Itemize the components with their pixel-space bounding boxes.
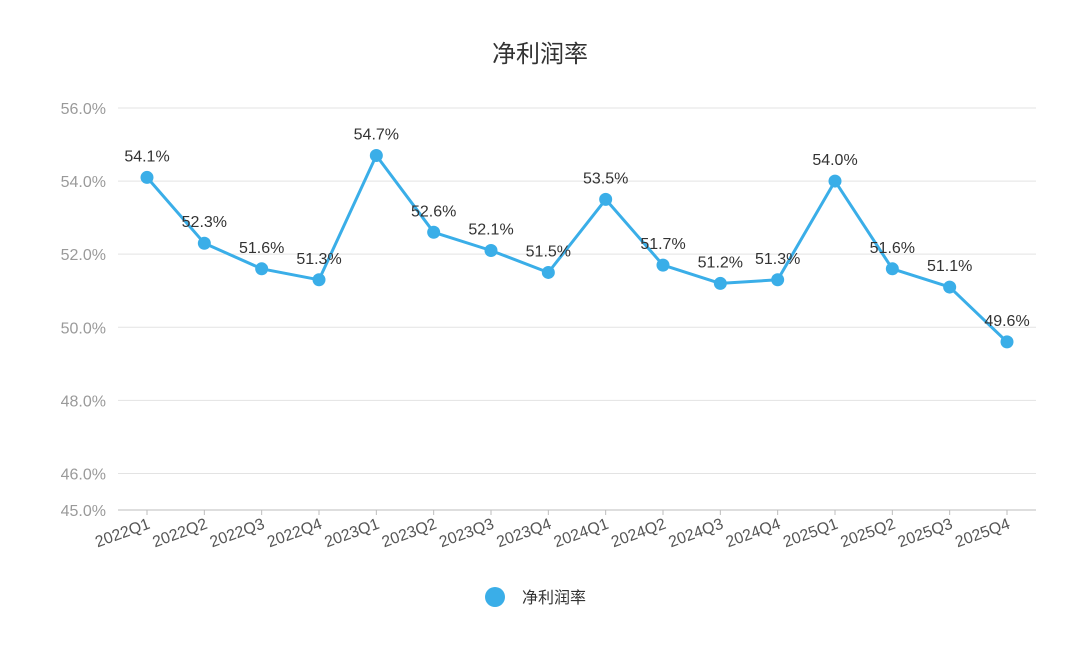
data-point[interactable]	[484, 244, 498, 258]
data-label: 51.5%	[526, 243, 571, 260]
x-tick-label: 2025Q1	[781, 516, 840, 551]
data-point[interactable]	[197, 236, 211, 250]
data-labels: 54.1% 52.3% 51.6% 51.3% 54.7% 52.6% 52.1% 51.5%…	[124, 127, 1029, 330]
x-tick-label: 2024Q4	[724, 516, 783, 551]
x-axis-ticks: 2022Q12022Q22022Q32022Q42023Q12023Q22023…	[93, 510, 1012, 551]
data-label: 54.7%	[354, 127, 399, 144]
data-label: 51.3%	[296, 251, 341, 268]
data-label: 51.2%	[698, 254, 743, 271]
data-label: 54.1%	[124, 148, 169, 165]
x-tick-label: 2025Q3	[896, 516, 955, 551]
data-point[interactable]	[312, 273, 326, 287]
data-label: 54.0%	[812, 152, 857, 169]
x-tick-label: 2024Q2	[609, 516, 668, 551]
x-tick-label: 2022Q4	[265, 516, 324, 551]
data-point[interactable]	[255, 262, 269, 276]
series-净利润率	[140, 149, 1014, 349]
x-tick-label: 2023Q2	[380, 516, 439, 551]
x-tick-label: 2023Q3	[437, 516, 496, 551]
data-label: 52.6%	[411, 203, 456, 220]
x-tick-label: 2023Q4	[494, 516, 553, 551]
x-tick-label: 2022Q3	[208, 516, 267, 551]
data-label: 51.6%	[870, 240, 915, 257]
data-point[interactable]	[599, 192, 613, 206]
data-label: 51.6%	[239, 240, 284, 257]
data-label: 51.1%	[927, 258, 972, 275]
data-label: 52.3%	[182, 214, 227, 231]
y-tick-label: 52.0%	[61, 247, 106, 264]
data-label: 53.5%	[583, 170, 628, 187]
x-tick-label: 2025Q2	[838, 516, 897, 551]
data-point[interactable]	[541, 265, 555, 279]
data-label: 52.1%	[468, 222, 513, 239]
x-tick-label: 2024Q1	[552, 516, 611, 551]
data-point[interactable]	[771, 273, 785, 287]
data-point[interactable]	[885, 262, 899, 276]
chart-title: 净利润率	[492, 40, 588, 68]
data-point[interactable]	[656, 258, 670, 272]
x-tick-label: 2022Q2	[150, 516, 209, 551]
legend[interactable]: 净利润率	[485, 587, 586, 607]
y-tick-label: 48.0%	[61, 393, 106, 410]
y-axis-ticks: 45.0% 46.0% 48.0% 50.0% 52.0% 54.0% 56.0%	[61, 101, 106, 520]
data-point[interactable]	[828, 174, 842, 188]
x-tick-label: 2022Q1	[93, 516, 152, 551]
y-tick-label: 54.0%	[61, 174, 106, 191]
y-tick-label: 45.0%	[61, 503, 106, 520]
data-point[interactable]	[369, 149, 383, 163]
data-point[interactable]	[1000, 335, 1014, 349]
data-label: 49.6%	[984, 313, 1029, 330]
data-point[interactable]	[427, 225, 441, 239]
legend-marker[interactable]	[485, 587, 505, 607]
series-line	[145, 154, 1009, 343]
data-point[interactable]	[713, 276, 727, 290]
data-point[interactable]	[140, 170, 154, 184]
data-label: 51.7%	[640, 236, 685, 253]
x-tick-label: 2025Q4	[953, 516, 1012, 551]
y-tick-label: 56.0%	[61, 101, 106, 118]
data-point[interactable]	[943, 280, 957, 294]
legend-label[interactable]: 净利润率	[522, 588, 586, 607]
x-tick-label: 2024Q3	[666, 516, 725, 551]
data-label: 51.3%	[755, 251, 800, 268]
gridlines	[118, 107, 1036, 511]
y-tick-label: 46.0%	[61, 466, 106, 483]
y-tick-label: 50.0%	[61, 320, 106, 337]
x-tick-label: 2023Q1	[322, 516, 381, 551]
